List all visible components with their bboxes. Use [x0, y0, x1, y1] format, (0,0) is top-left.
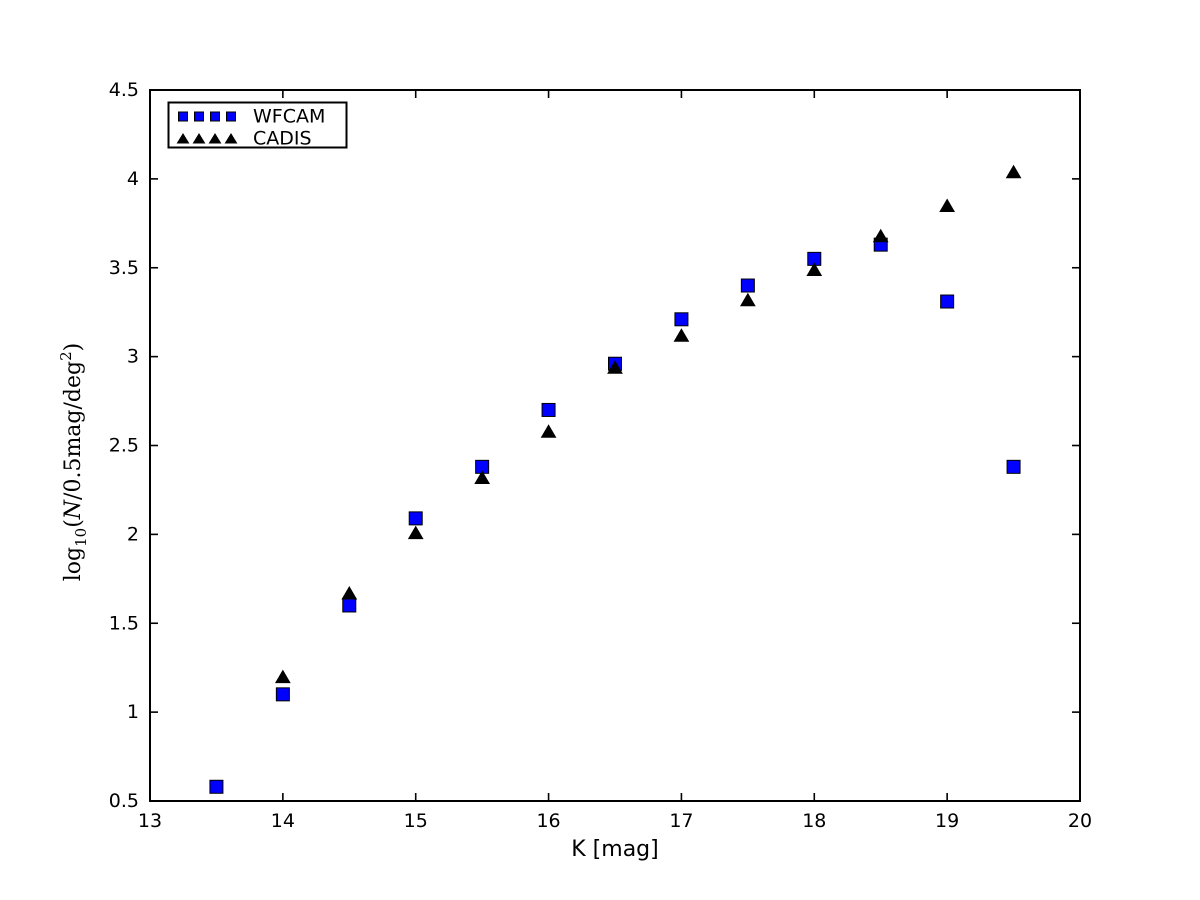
y-label-open-paren: (	[61, 519, 86, 528]
y-tick-label: 4.5	[109, 79, 139, 101]
cadis-marker	[474, 470, 491, 484]
y-tick-label: 0.5	[109, 790, 139, 812]
cadis-marker	[341, 586, 358, 600]
legend-wfcam-marker	[194, 111, 204, 122]
y-label-rest: /0.5mag/deg	[61, 361, 86, 500]
y-axis-label: log10(N/0.5mag/deg2)	[57, 343, 90, 582]
wfcam-marker	[408, 511, 423, 526]
wfcam-series	[209, 237, 1021, 794]
wfcam-marker	[209, 779, 224, 794]
x-axis-label: K [mag]	[571, 837, 658, 862]
cadis-series	[274, 164, 1022, 684]
legend-cadis-marker	[224, 133, 238, 144]
y-label-variable: N	[61, 499, 86, 520]
wfcam-marker	[940, 294, 955, 309]
legend-cadis-marker	[192, 133, 206, 144]
legend-wfcam-marker	[178, 111, 188, 122]
y-tick-label: 1	[127, 701, 139, 723]
y-tick-label: 3	[127, 346, 139, 368]
cadis-marker	[274, 669, 291, 684]
y-label-func: log	[61, 547, 86, 581]
y-tick-label: 2.5	[109, 435, 139, 457]
wfcam-marker	[1006, 459, 1021, 474]
x-tick-label: 19	[935, 810, 959, 832]
legend-wfcam-marker	[226, 111, 236, 122]
wfcam-marker	[740, 278, 755, 293]
x-tick-label: 13	[138, 810, 162, 832]
x-tick-label: 14	[271, 810, 295, 832]
y-tick-label: 2	[127, 523, 139, 545]
legend-markers	[176, 111, 238, 144]
y-label-superscript: 2	[57, 351, 75, 361]
legend-label-cadis: CADIS	[253, 128, 312, 150]
cadis-marker	[673, 328, 690, 342]
axis-tick-labels: 13 14 15 16 17 18 19 20 0.5 1 1.5 2 2.5 3 3.5 4 4.5	[109, 79, 1092, 832]
cadis-marker	[939, 198, 956, 213]
cadis-marker	[407, 525, 424, 540]
y-label-close-paren: )	[61, 343, 86, 352]
wfcam-marker	[275, 687, 290, 702]
data-series-layer	[209, 164, 1022, 794]
wfcam-marker	[541, 402, 556, 417]
y-tick-label: 4	[127, 168, 139, 190]
cadis-marker	[739, 292, 756, 307]
legend-cadis-marker	[208, 133, 222, 144]
x-tick-label: 15	[404, 810, 428, 832]
x-tick-label: 20	[1068, 810, 1092, 832]
x-tick-label: 17	[669, 810, 693, 832]
legend-cadis-marker	[176, 133, 190, 144]
wfcam-marker	[342, 598, 357, 613]
legend-label-wfcam: WFCAM	[253, 106, 325, 128]
y-label-subscript: 10	[72, 528, 90, 547]
cadis-marker	[872, 228, 889, 243]
wfcam-marker	[674, 312, 689, 327]
cadis-marker	[1005, 164, 1022, 179]
legend-wfcam-marker	[210, 111, 220, 122]
cadis-marker	[607, 360, 623, 374]
cadis-marker	[540, 424, 557, 438]
legend: WFCAM CADIS	[167, 101, 348, 150]
y-tick-label: 3.5	[109, 257, 139, 279]
y-tick-label: 1.5	[109, 612, 139, 634]
axis-ticks	[149, 89, 1081, 802]
x-tick-label: 16	[536, 810, 560, 832]
x-tick-label: 18	[802, 810, 826, 832]
cadis-marker	[806, 262, 823, 277]
